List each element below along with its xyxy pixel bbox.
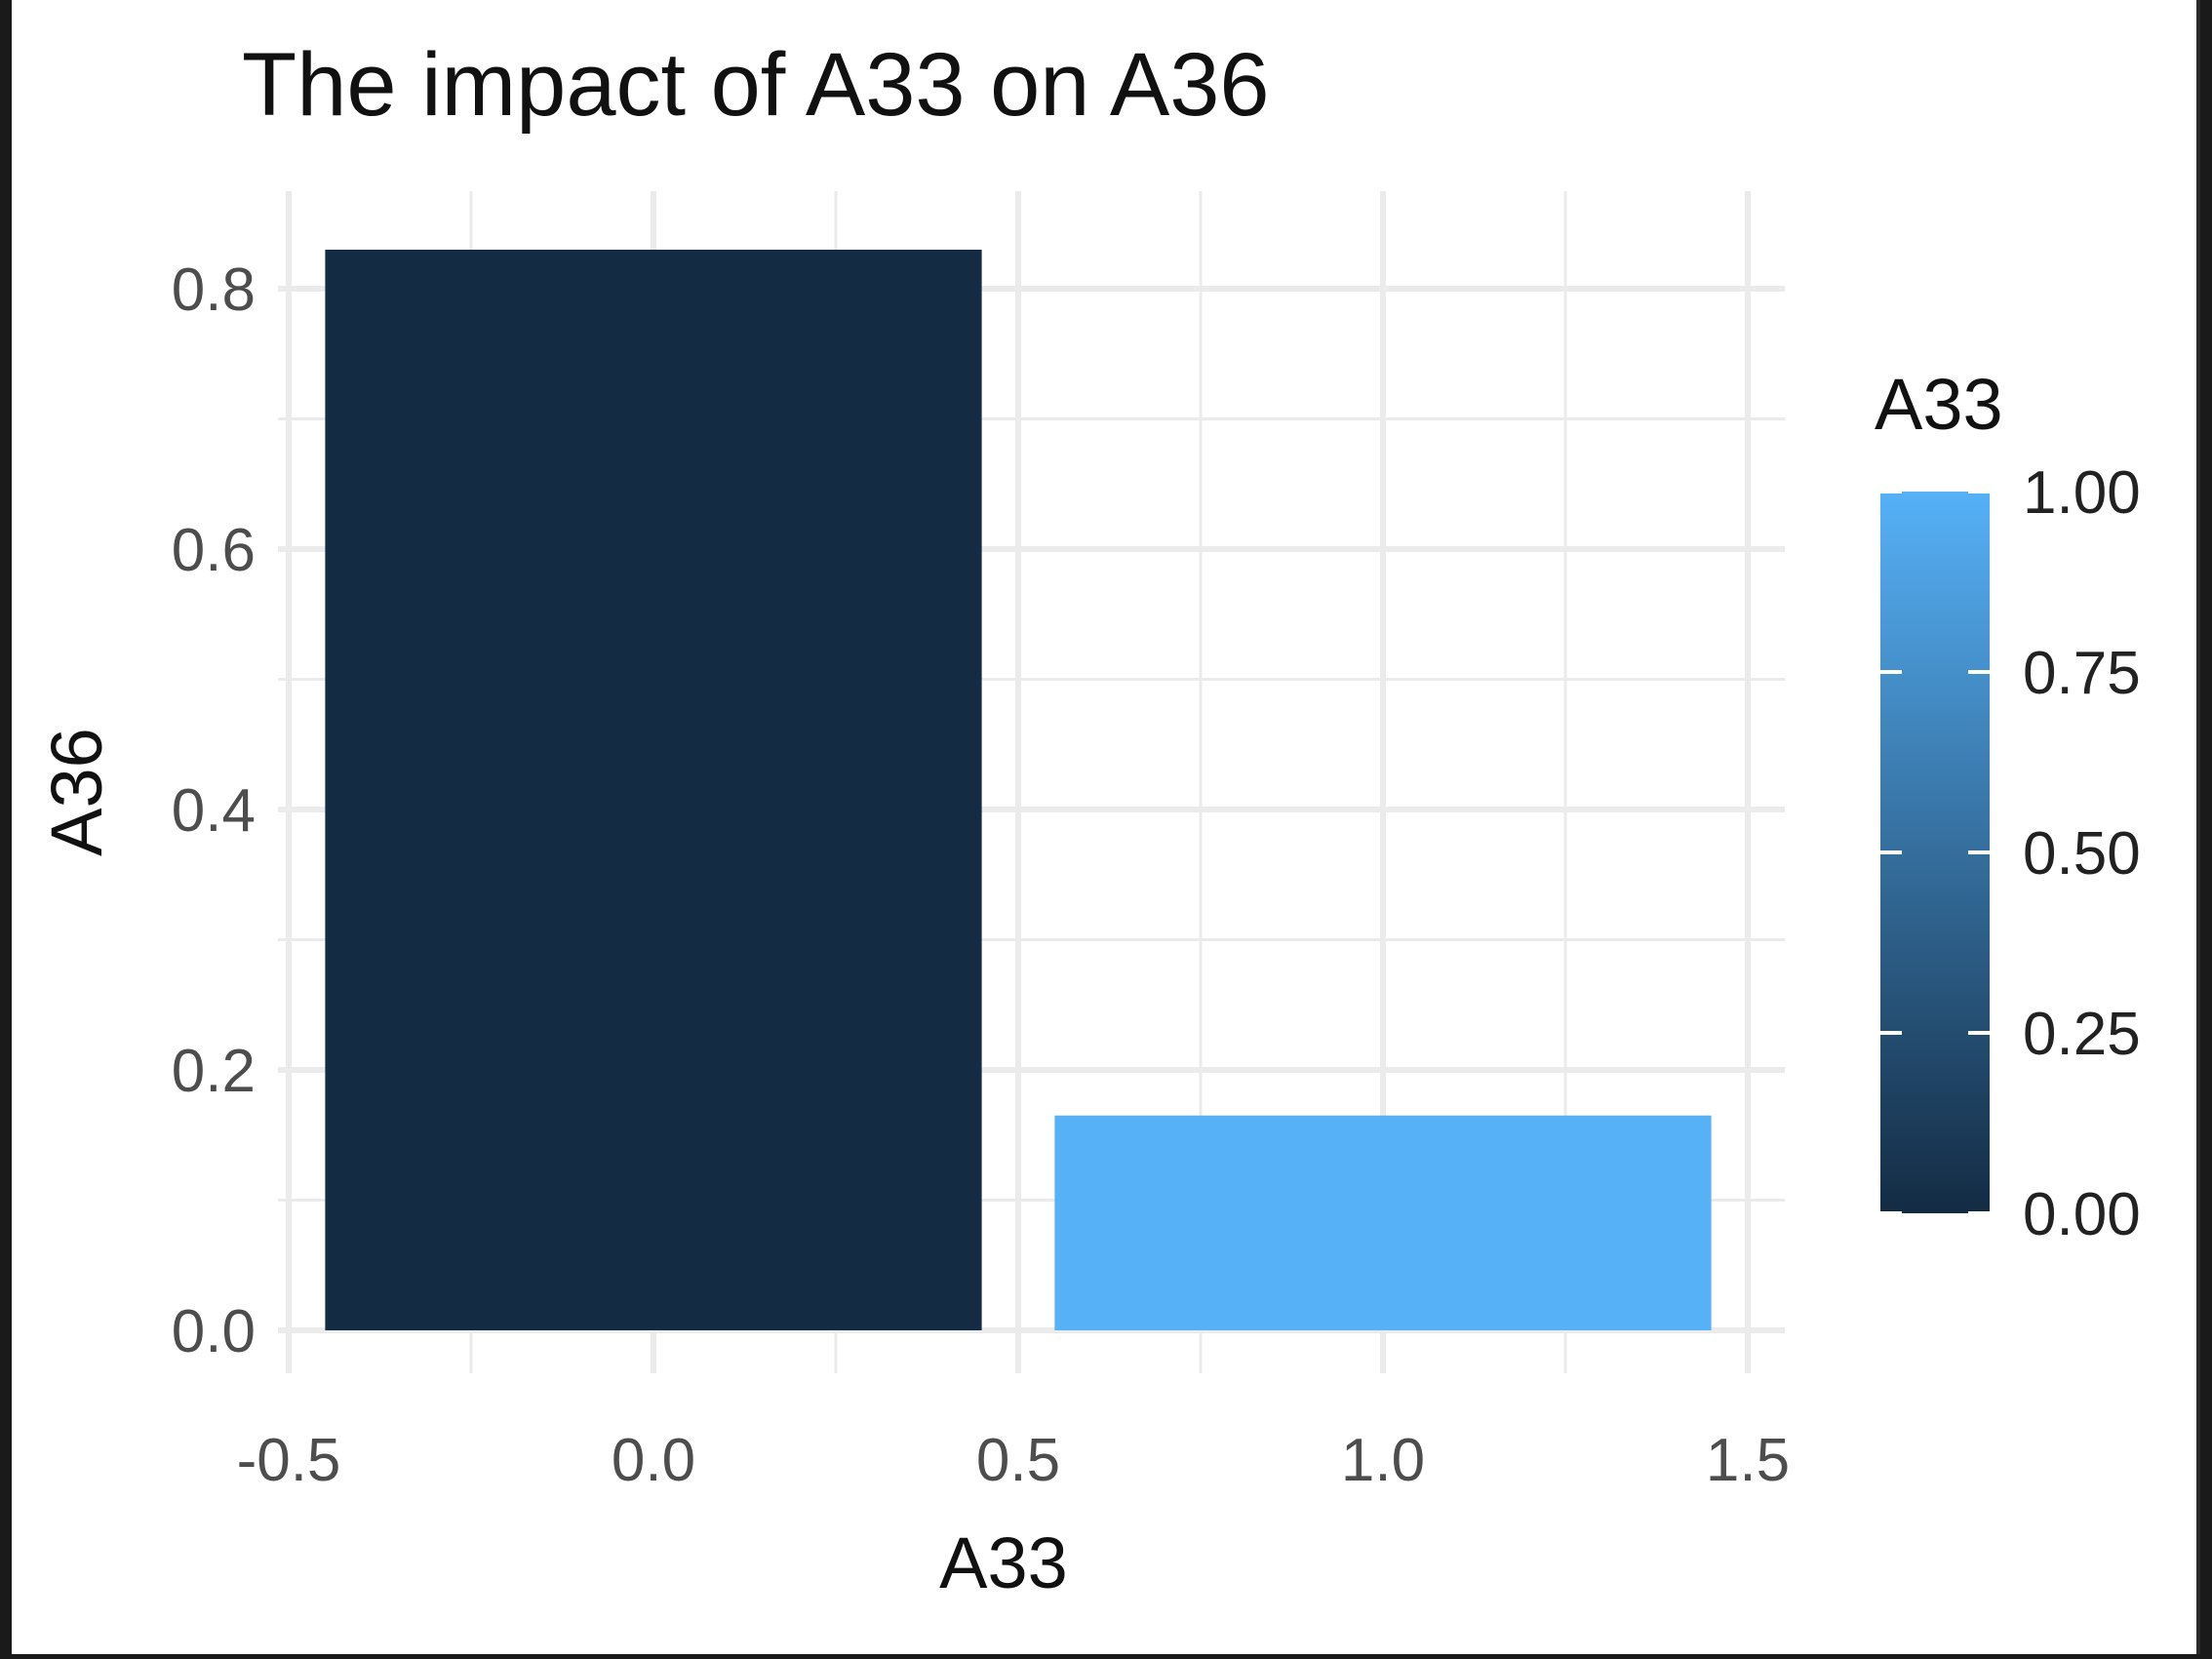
- y-tick-label: 0.8: [172, 257, 256, 324]
- y-tick-label: 0.6: [172, 517, 256, 584]
- legend-tick-label: 0.25: [2023, 1001, 2141, 1068]
- x-tick-label: -0.5: [237, 1427, 341, 1494]
- colorbar-legend: A33 0.00 0.25 0.50 0.75 1.00: [1875, 364, 2141, 1248]
- bar-1: [1054, 1115, 1712, 1330]
- bar-chart: The impact of A33 on A36 -0.5 0.0 0.5 1.0 1.…: [36, 35, 2141, 1603]
- chart-title: The impact of A33 on A36: [242, 35, 1270, 135]
- x-tick-label: 0.5: [976, 1427, 1060, 1494]
- bar-0: [325, 250, 982, 1330]
- x-tick-label: 1.0: [1341, 1427, 1425, 1494]
- y-tick-label: 0.4: [172, 777, 256, 845]
- x-axis-ticks: -0.5 0.0 0.5 1.0 1.5: [237, 1427, 1791, 1494]
- legend-tick-label: 0.00: [2023, 1181, 2141, 1248]
- x-axis-title: A33: [939, 1522, 1068, 1603]
- y-axis-ticks: 0.0 0.2 0.4 0.6 0.8: [172, 257, 256, 1365]
- x-tick-label: 0.0: [612, 1427, 695, 1494]
- chart-frame: The impact of A33 on A36 -0.5 0.0 0.5 1.0 1.…: [12, 0, 2200, 1654]
- legend-title: A33: [1875, 364, 2003, 445]
- y-axis-title: A36: [36, 728, 117, 856]
- legend-tick-label: 1.00: [2023, 459, 2141, 527]
- legend-tick-label: 0.75: [2023, 640, 2141, 707]
- colorbar-ticks: 0.00 0.25 0.50 0.75 1.00: [1880, 459, 2141, 1248]
- bars: [325, 250, 1712, 1330]
- x-tick-label: 1.5: [1706, 1427, 1790, 1494]
- legend-tick-label: 0.50: [2023, 820, 2141, 888]
- y-tick-label: 0.0: [172, 1298, 256, 1365]
- y-tick-label: 0.2: [172, 1038, 256, 1105]
